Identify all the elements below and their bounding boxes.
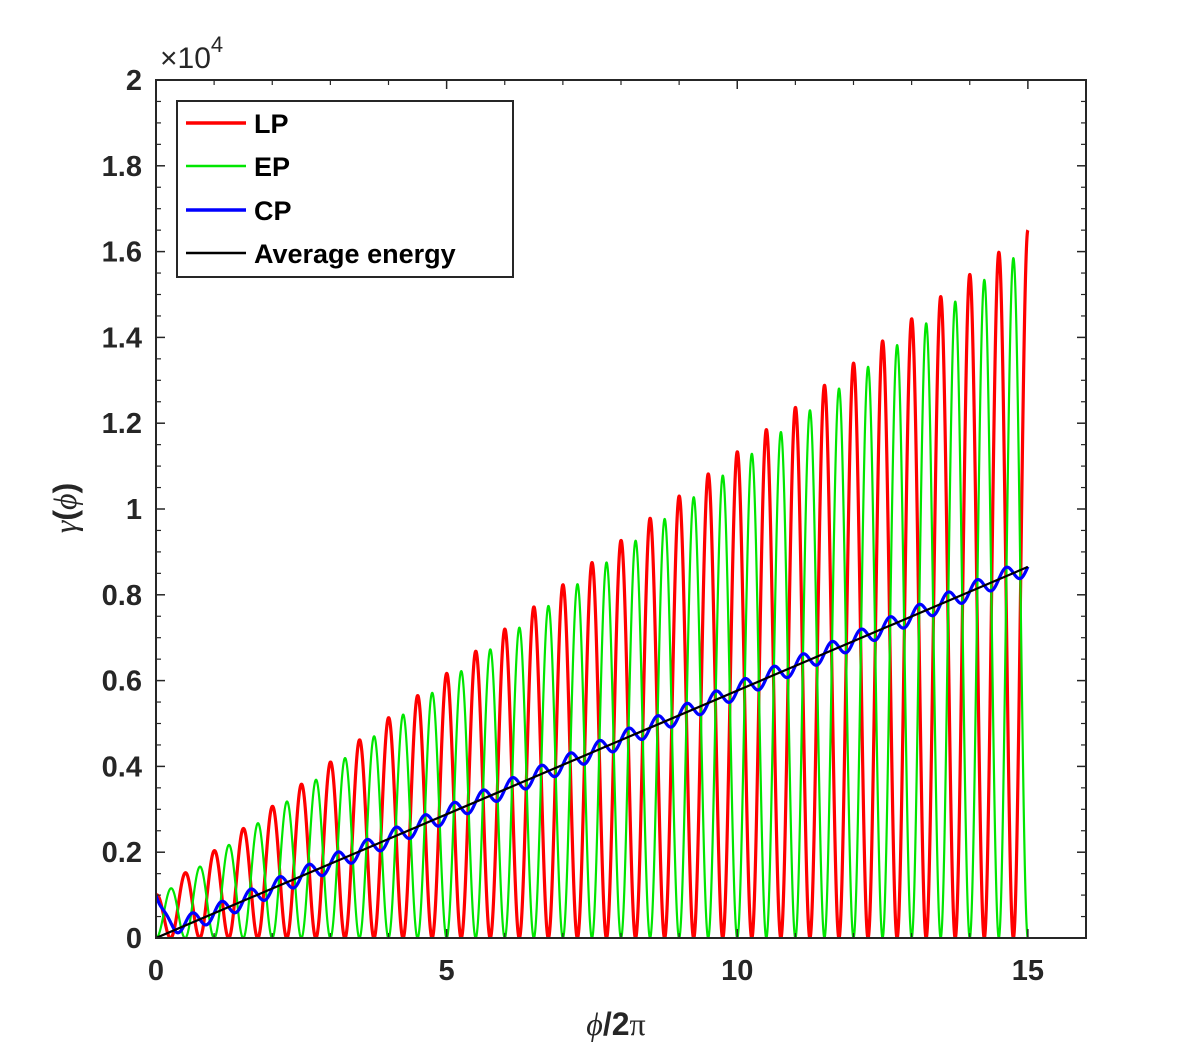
legend-label-average: Average energy	[254, 239, 456, 269]
y-tick-label: 0	[126, 923, 142, 955]
legend-label-ep: EP	[254, 152, 290, 182]
y-tick-label: 1	[126, 494, 142, 526]
y-tick-label: 0.4	[102, 751, 142, 783]
x-axis-label-pi: π	[630, 1006, 646, 1042]
x-tick-label: 5	[439, 955, 455, 987]
y-exponent-power: 4	[211, 32, 223, 57]
y-axis-label-close: )	[47, 483, 83, 494]
x-tick-label: 10	[721, 955, 753, 987]
legend-label-lp: LP	[254, 109, 289, 139]
y-tick-label: 1.6	[102, 237, 142, 269]
x-axis-label-var: ϕ	[586, 1006, 603, 1042]
y-tick-label: 1.8	[102, 151, 142, 183]
y-tick-label: 1.4	[102, 322, 142, 354]
y-axis-label: γ(ϕ)	[47, 483, 83, 533]
y-tick-label: 2	[126, 65, 142, 97]
legend: LP EP CP Average energy	[176, 100, 514, 278]
y-axis-label-var: γ	[47, 519, 83, 533]
y-exponent-times: ×10	[160, 42, 211, 75]
series-layer	[156, 228, 1030, 938]
legend-box	[176, 100, 514, 278]
legend-label-cp: CP	[254, 196, 292, 226]
x-tick-label: 15	[1012, 955, 1044, 987]
x-axis-label: ϕ/2π	[586, 1006, 645, 1042]
ticks-layer: 0 5 10 15 0 0.2 0.4 0.6 0.8 1 1.2 1.4 1.6 1.8 2	[102, 65, 1087, 987]
y-axis-label-arg: ϕ	[47, 493, 83, 510]
y-tick-label: 0.2	[102, 837, 142, 869]
series-line-average-energy	[156, 565, 1029, 938]
series-line-lp	[156, 228, 1030, 938]
x-axis-label-rest: /2	[603, 1006, 630, 1042]
y-axis-label-open: (	[47, 510, 83, 521]
y-tick-label: 0.8	[102, 580, 142, 612]
x-tick-label: 0	[148, 955, 164, 987]
y-exponent-label: ×104	[160, 32, 223, 75]
y-tick-label: 1.2	[102, 408, 142, 440]
y-tick-label: 0.6	[102, 666, 142, 698]
